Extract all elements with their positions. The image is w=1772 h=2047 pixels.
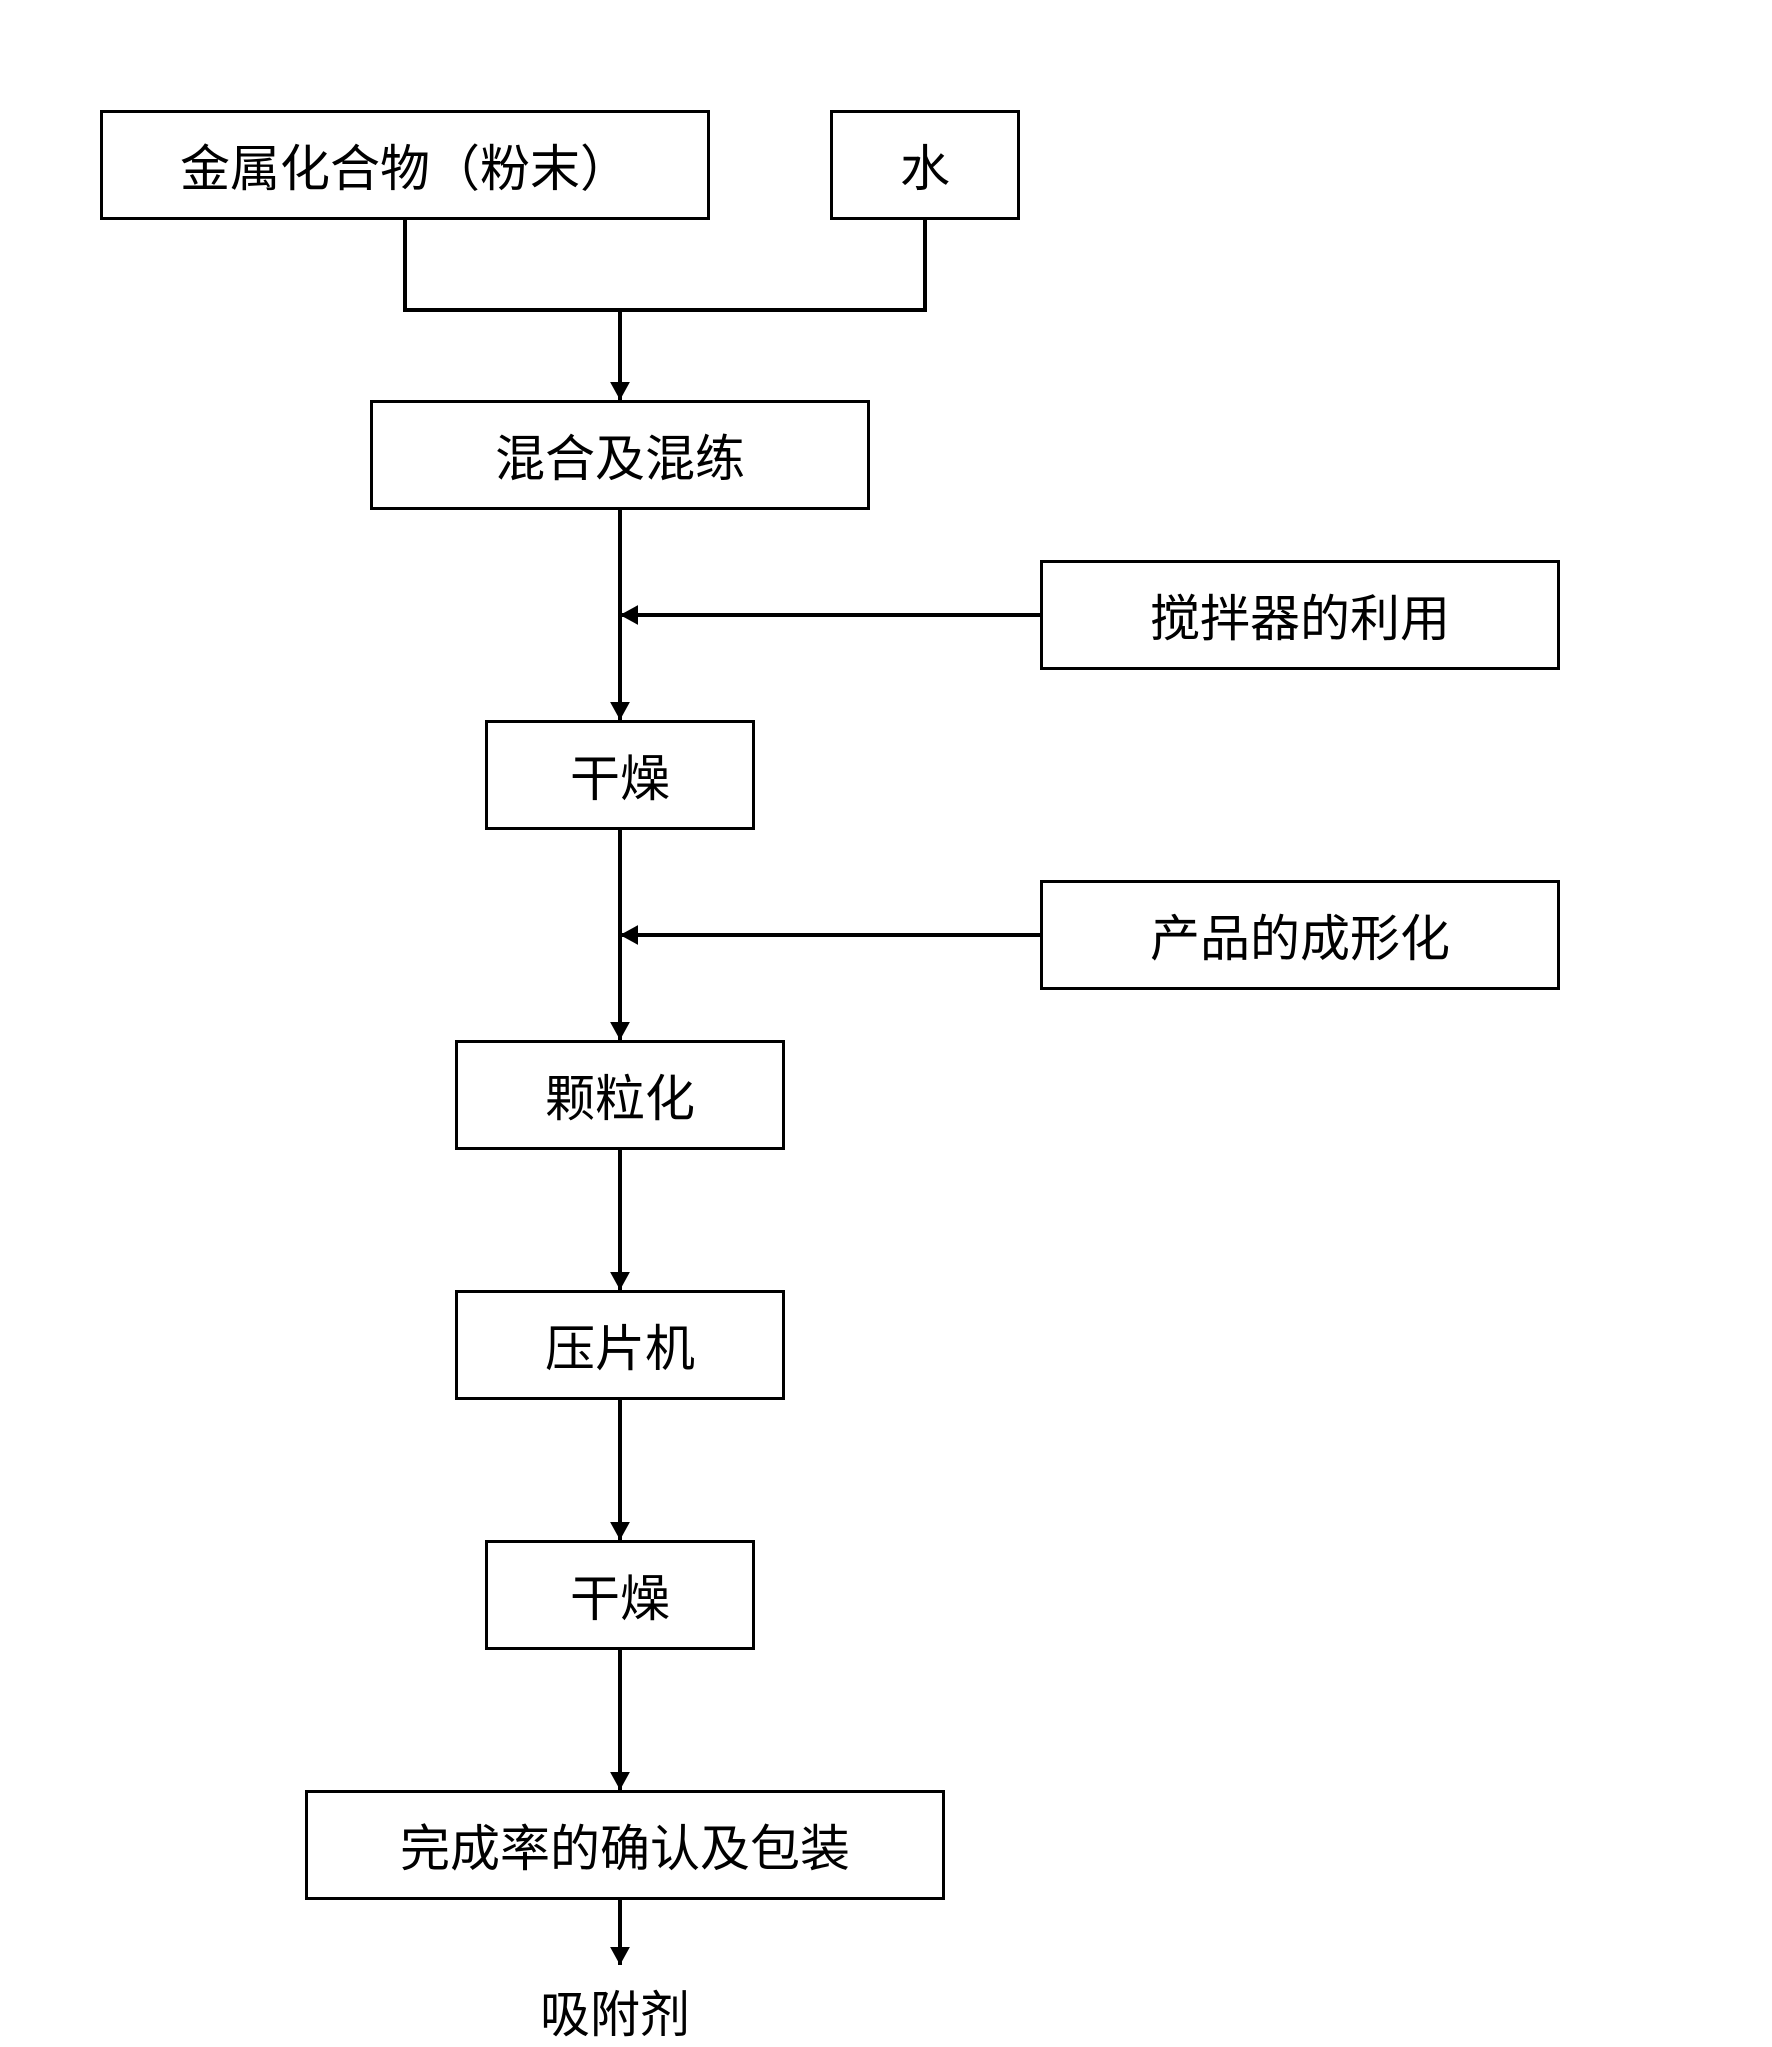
box-input-metal: 金属化合物（粉末） xyxy=(100,110,710,220)
box-label: 混合及混练 xyxy=(495,419,745,491)
box-label: 颗粒化 xyxy=(545,1059,695,1131)
box-label: 压片机 xyxy=(545,1309,695,1381)
box-label: 干燥 xyxy=(570,739,670,811)
box-side-stirrer: 搅拌器的利用 xyxy=(1040,560,1560,670)
flowchart-canvas: 金属化合物（粉末） 水 混合及混练 搅拌器的利用 干燥 产品的成形化 颗粒化 压… xyxy=(0,0,1772,2014)
box-label: 金属化合物（粉末） xyxy=(180,129,630,201)
box-input-water: 水 xyxy=(830,110,1020,220)
box-granulate: 颗粒化 xyxy=(455,1040,785,1150)
box-confirm: 完成率的确认及包装 xyxy=(305,1790,945,1900)
box-side-shape: 产品的成形化 xyxy=(1040,880,1560,990)
end-label: 吸附剂 xyxy=(540,1975,690,2047)
box-label: 完成率的确认及包装 xyxy=(400,1809,850,1881)
box-dry1: 干燥 xyxy=(485,720,755,830)
box-mix: 混合及混练 xyxy=(370,400,870,510)
arrows-layer xyxy=(0,0,1772,2014)
box-label: 产品的成形化 xyxy=(1150,899,1450,971)
box-label: 水 xyxy=(900,129,950,201)
end-label-text: 吸附剂 xyxy=(540,1987,690,2043)
box-label: 搅拌器的利用 xyxy=(1150,579,1450,651)
box-dry2: 干燥 xyxy=(485,1540,755,1650)
box-tablet: 压片机 xyxy=(455,1290,785,1400)
box-label: 干燥 xyxy=(570,1559,670,1631)
